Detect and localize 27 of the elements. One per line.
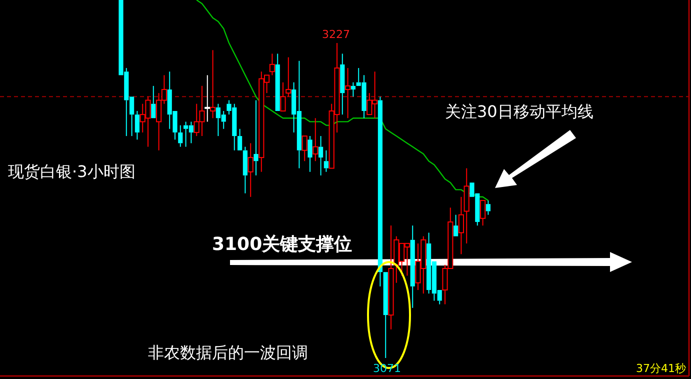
annotation: 3100关键支撑位 <box>212 234 352 255</box>
text: 37分41秒 <box>636 362 686 375</box>
annotation: 非农数据后的一波回调 <box>148 343 308 362</box>
candlestick <box>134 110 140 140</box>
annotation: 关注30日移动平均线 <box>445 102 594 121</box>
candlestick <box>350 82 356 98</box>
candlestick <box>388 225 394 330</box>
candlestick <box>248 142 254 198</box>
candlestick <box>345 68 351 119</box>
candlestick <box>178 124 183 148</box>
candlestick <box>458 196 464 255</box>
candlestick <box>210 50 216 119</box>
candlestick <box>254 100 258 176</box>
candlestick <box>340 53 345 116</box>
candlestick <box>378 96 382 287</box>
candlestick <box>242 146 248 194</box>
annotation: 3227 <box>322 28 350 41</box>
candlestick <box>308 136 312 172</box>
candlestick <box>486 200 490 216</box>
candlestick <box>324 150 328 172</box>
text: 3071 <box>373 362 401 375</box>
candlestick <box>312 118 318 162</box>
candlestick <box>318 136 324 176</box>
candlestick <box>464 168 470 244</box>
candlestick <box>410 225 415 308</box>
candlestick <box>204 74 210 122</box>
text: 现货白银·3小时图 <box>8 162 136 181</box>
